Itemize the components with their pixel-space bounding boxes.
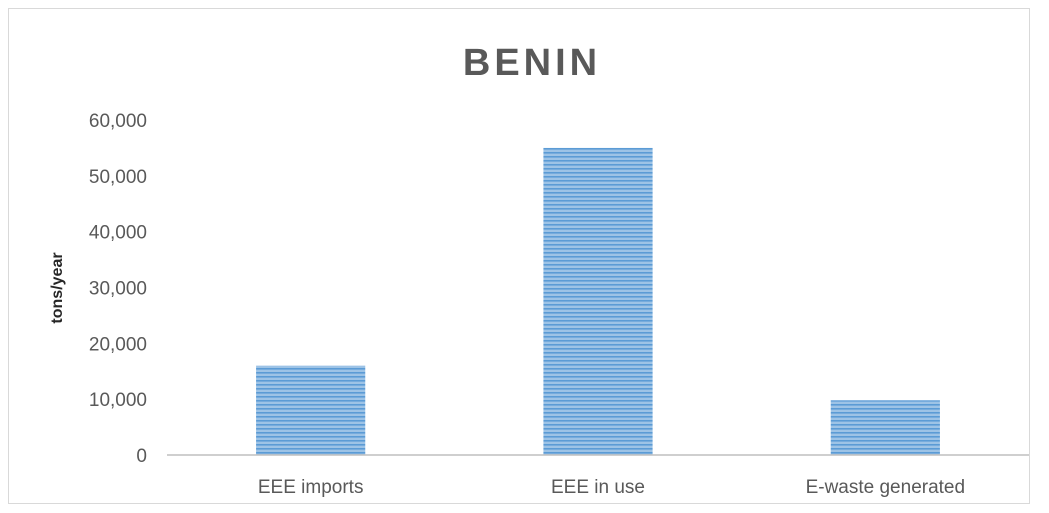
x-tick-labels: EEE imports EEE in use E-waste generated: [258, 477, 965, 498]
y-tick-labels: 0 10,000 20,000 30,000 40,000 50,000 60,000: [89, 111, 147, 467]
y-tick-label: 20,000: [89, 334, 147, 355]
bar: [830, 400, 940, 455]
x-tick-label: EEE imports: [258, 477, 364, 498]
y-tick-label: 10,000: [89, 390, 147, 411]
y-tick-label: 40,000: [89, 223, 147, 244]
y-tick-label: 50,000: [89, 167, 147, 188]
chart-title: BENIN: [463, 42, 601, 84]
y-tick-label: 0: [136, 446, 147, 467]
bar: [543, 147, 653, 455]
bar: [256, 365, 366, 455]
y-axis-label: tons/year: [49, 252, 66, 323]
bars: [256, 147, 940, 455]
y-tick-label: 60,000: [89, 111, 147, 132]
x-tick-label: EEE in use: [551, 477, 645, 498]
x-tick-label: E-waste generated: [806, 477, 966, 498]
y-tick-label: 30,000: [89, 279, 147, 300]
